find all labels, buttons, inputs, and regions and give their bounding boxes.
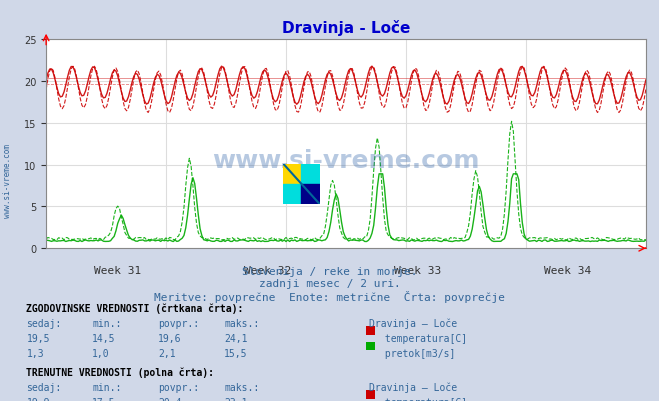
Text: min.:: min.: [92,318,122,328]
Text: 14,5: 14,5 [92,333,116,343]
Text: Week 33: Week 33 [394,265,442,275]
Text: sedaj:: sedaj: [26,318,61,328]
Text: 20,4: 20,4 [158,397,182,401]
Text: www.si-vreme.com: www.si-vreme.com [3,144,13,217]
Text: 19,5: 19,5 [26,333,50,343]
Text: 2,1: 2,1 [158,348,176,358]
Text: pretok[m3/s]: pretok[m3/s] [379,348,455,358]
Text: ZGODOVINSKE VREDNOSTI (črtkana črta):: ZGODOVINSKE VREDNOSTI (črtkana črta): [26,303,244,313]
Text: 17,5: 17,5 [92,397,116,401]
Title: Dravinja - Loče: Dravinja - Loče [282,20,410,36]
Text: Week 32: Week 32 [244,265,292,275]
Text: zadnji mesec / 2 uri.: zadnji mesec / 2 uri. [258,279,401,289]
Bar [283,184,302,205]
Bar [302,164,320,184]
Text: 23,1: 23,1 [224,397,248,401]
Text: Week 34: Week 34 [544,265,592,275]
Text: Meritve: povprečne  Enote: metrične  Črta: povprečje: Meritve: povprečne Enote: metrične Črta:… [154,291,505,303]
Text: temperatura[C]: temperatura[C] [379,333,467,343]
Text: 1,0: 1,0 [92,348,110,358]
Text: Dravinja – Loče: Dravinja – Loče [369,382,457,392]
Text: 24,1: 24,1 [224,333,248,343]
Text: 19,9: 19,9 [26,397,50,401]
Text: maks.:: maks.: [224,318,259,328]
Text: Slovenija / reke in morje.: Slovenija / reke in morje. [242,267,417,277]
Text: povpr.:: povpr.: [158,318,199,328]
Text: www.si-vreme.com: www.si-vreme.com [212,149,480,173]
Bar [283,164,302,184]
Text: maks.:: maks.: [224,382,259,392]
Text: 19,6: 19,6 [158,333,182,343]
Text: 15,5: 15,5 [224,348,248,358]
Text: temperatura[C]: temperatura[C] [379,397,467,401]
Text: povpr.:: povpr.: [158,382,199,392]
Bar [302,184,320,205]
Text: 1,3: 1,3 [26,348,44,358]
Text: Week 31: Week 31 [94,265,142,275]
Text: Dravinja – Loče: Dravinja – Loče [369,318,457,328]
Text: sedaj:: sedaj: [26,382,61,392]
Text: min.:: min.: [92,382,122,392]
Text: TRENUTNE VREDNOSTI (polna črta):: TRENUTNE VREDNOSTI (polna črta): [26,367,214,377]
